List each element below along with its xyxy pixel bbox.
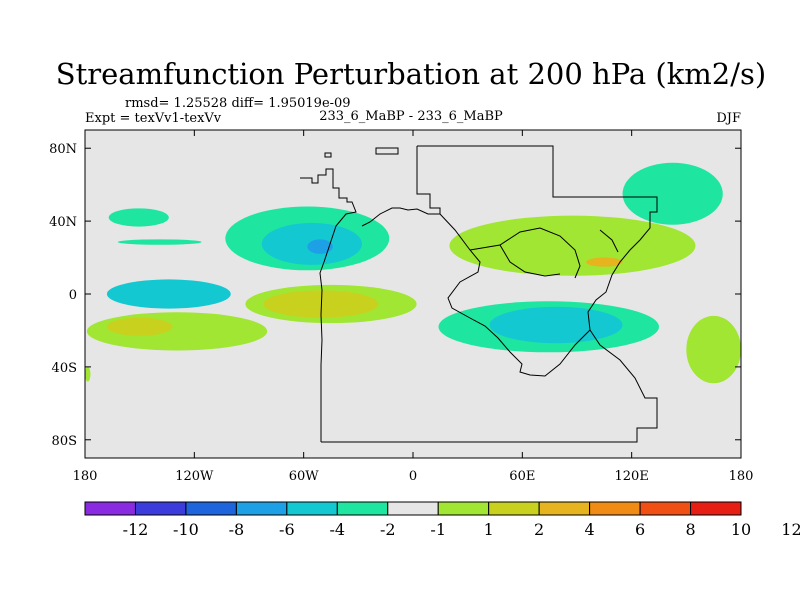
colorbar-swatch: [589, 501, 641, 516]
colorbar-label: 6: [635, 520, 645, 539]
colorbar-swatch: [488, 501, 540, 516]
colorbar-swatch: [690, 501, 742, 516]
colorbar-label: -2: [380, 520, 396, 539]
x-tick-label: 180: [73, 469, 98, 484]
colorbar-label: -1: [430, 520, 446, 539]
anomaly-nw-pacific-trough: [108, 208, 169, 227]
colorbar-swatch: [84, 501, 136, 516]
colorbar-swatch: [134, 501, 187, 516]
x-tick-label: 60W: [289, 469, 320, 484]
anomaly-south-pacific-ridge: [686, 315, 741, 384]
x-tick-label: 120E: [615, 469, 649, 484]
y-tick-label: 40S: [52, 361, 77, 376]
anomaly-indian-ocean-trough-core: [489, 306, 623, 344]
coastline-americas: [300, 152, 357, 442]
colorbar-label: -12: [123, 520, 149, 539]
x-tick-label: 0: [409, 469, 417, 484]
colorbar-label: -4: [330, 520, 346, 539]
x-axis: 180 120W 60W 0 60E 120E 180: [73, 130, 754, 484]
colorbar-swatch: [336, 501, 389, 516]
anomaly-nw-pacific-trough-east: [622, 162, 723, 225]
colorbar-swatch: [235, 501, 288, 516]
map-panel: 180 120W 60W 0 60E 120E 180 80N 40N 0 40S 80S: [49, 129, 754, 484]
colorbar-swatch: [185, 501, 237, 516]
x-tick-label: 120W: [175, 469, 214, 484]
y-tick-label: 40N: [49, 215, 77, 230]
colorbar-swatch: [286, 501, 338, 516]
coastline-europe-africa-asia: [321, 145, 658, 443]
anomaly-asia-ridge-core: [586, 257, 623, 267]
anomaly-tropical-pacific-trough: [106, 279, 231, 309]
colorbar-swatch: [639, 501, 692, 516]
colorbar-swatch: [538, 501, 591, 516]
y-axis: 80N 40N 0 40S 80S: [49, 142, 741, 449]
colorbar-label: 4: [585, 520, 595, 539]
case-label: 233_6_MaBP - 233_6_MaBP: [319, 109, 503, 124]
season-label: DJF: [716, 111, 741, 126]
contour-fills: [85, 162, 741, 384]
colorbar-swatch: [437, 501, 490, 516]
anomaly-east-pacific-small-trough: [117, 239, 202, 245]
colorbar-label: 8: [685, 520, 695, 539]
x-tick-label: 60E: [509, 469, 535, 484]
colorbar-swatch: [387, 501, 439, 516]
colorbar-label: 2: [534, 520, 544, 539]
colorbar-label: 10: [731, 520, 751, 539]
colorbar-label: -6: [279, 520, 295, 539]
chart-title: Streamfunction Perturbation at 200 hPa (…: [56, 57, 766, 91]
colorbar-label: -8: [229, 520, 245, 539]
y-tick-label: 80S: [52, 434, 77, 449]
y-tick-label: 0: [69, 288, 77, 303]
experiment-label: Expt = texVv1-texVv: [85, 111, 222, 126]
y-tick-label: 80N: [49, 142, 77, 157]
colorbar-label: 1: [484, 520, 494, 539]
colorbar-label: -10: [173, 520, 199, 539]
anomaly-south-pacific-ridge-west-edge: [85, 366, 91, 382]
anomaly-se-pacific-ridge-core: [106, 317, 173, 336]
colorbar-label: 12: [781, 520, 800, 539]
anomaly-south-atlantic-trough-core: [307, 239, 333, 254]
x-tick-label: 180: [729, 469, 754, 484]
anomaly-asia-ridge: [449, 215, 696, 276]
coastline-central-asia: [469, 227, 619, 279]
continent-outlines: [300, 145, 658, 443]
colorbar: -12 -10 -8 -6 -4 -2 -1 1 2 4 6 8 10 12: [84, 501, 800, 539]
stats-label: rmsd= 1.25528 diff= 1.95019e-09: [125, 96, 351, 111]
